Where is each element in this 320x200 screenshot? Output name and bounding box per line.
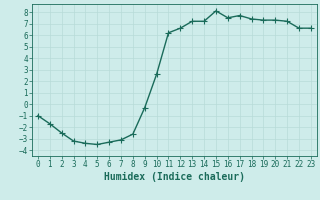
X-axis label: Humidex (Indice chaleur): Humidex (Indice chaleur) [104, 172, 245, 182]
